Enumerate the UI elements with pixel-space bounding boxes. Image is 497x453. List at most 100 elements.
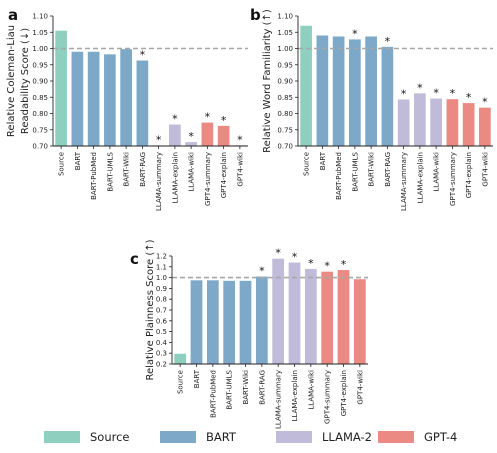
bar-c-GPT4-wiki — [353, 279, 366, 364]
y-tick-label-b: 0.70 — [277, 143, 293, 151]
bar-b-GPT4-explain — [462, 103, 475, 146]
bar-a-BART-PubMed — [87, 51, 100, 146]
legend: Source BART LLAMA-2 GPT-4 — [0, 424, 497, 450]
significance-star-c-LLAMA-wiki: * — [308, 257, 314, 270]
x-tick-label-a: LLAMA-explain — [171, 152, 179, 203]
bar-a-Source — [55, 30, 67, 146]
significance-star-b-GPT4-summary: * — [450, 87, 456, 100]
legend-item-Source: Source — [44, 428, 130, 446]
significance-star-b-LLAMA-summary: * — [401, 88, 407, 101]
bar-c-BART-PubMed — [206, 280, 219, 364]
panel-letter-b: b — [250, 6, 261, 24]
y-tick-label-b: 0.80 — [277, 110, 293, 118]
y-tick-label-a: 1.10 — [32, 13, 48, 21]
x-tick-label-c: LLAMA-summary — [275, 370, 283, 429]
y-tick-label-b: 0.95 — [277, 61, 293, 69]
panel-c-chart: c Relative Plainness Score (↑) 0.2 0.3 0.4 0.… — [130, 239, 368, 429]
bar-a-BART-RAG — [136, 60, 149, 146]
x-tick-label-b: BART — [319, 151, 327, 170]
y-tick-label-c: 0.4 — [156, 339, 168, 347]
y-tick-label-c: 0.7 — [156, 307, 167, 315]
bar-b-LLAMA-explain — [414, 93, 426, 146]
x-tick-label-c: BART-Wiki — [242, 370, 250, 405]
y-tick-label-c: 0.2 — [156, 361, 167, 369]
x-tick-label-a: BART-RAG — [139, 152, 147, 187]
legend-label: GPT-4 — [424, 430, 458, 444]
y-axis-label-a: Readability Score (↓) — [20, 28, 31, 134]
x-tick-label-c: Source — [177, 370, 185, 394]
x-tick-label-a: Source — [58, 152, 66, 176]
legend-item-BART: BART — [160, 428, 236, 446]
x-tick-label-b: BART-PubMed — [335, 152, 343, 200]
bar-a-LLAMA-wiki — [185, 142, 197, 146]
x-tick-label-c: BART-RAG — [258, 370, 266, 405]
y-tick-label-c: 0.8 — [156, 296, 167, 304]
bar-a-BART-UMLS — [104, 54, 116, 146]
y-axis-label-b: Relative Word Familiarity (↑) — [262, 9, 273, 153]
x-tick-label-a: GPT4-summary — [204, 152, 212, 206]
x-tick-label-b: LLAMA-wiki — [433, 152, 441, 192]
bar-c-LLAMA-explain — [288, 262, 301, 364]
bar-c-BART-RAG — [255, 276, 268, 364]
bar-c-BART — [190, 280, 203, 364]
bar-b-LLAMA-wiki — [430, 98, 442, 146]
x-tick-label-c: BART-UMLS — [226, 369, 234, 409]
y-axis-label-c: Relative Plainness Score (↑) — [145, 239, 156, 380]
significance-star-a-LLAMA-explain: * — [172, 113, 178, 126]
x-tick-label-a: LLAMA-wiki — [188, 152, 196, 192]
x-tick-label-a: LLAMA-summary — [155, 152, 163, 211]
bar-b-BART-PubMed — [332, 36, 345, 146]
y-axis-label-a: Relative Coleman-Liau — [6, 25, 17, 137]
y-tick-label-a: 1.05 — [32, 29, 48, 37]
legend-swatch — [276, 431, 312, 443]
y-tick-label-c: 0.3 — [156, 350, 167, 358]
legend-item-GPT-4: GPT-4 — [378, 428, 457, 446]
x-tick-label-b: LLAMA-explain — [416, 152, 424, 203]
panel-letter-a: a — [8, 6, 18, 24]
bar-b-Source — [300, 25, 312, 146]
x-tick-label-c: GPT4-explain — [340, 370, 348, 416]
significance-star-b-BART-RAG: * — [385, 35, 391, 48]
legend-label: LLAMA-2 — [322, 430, 372, 444]
bar-c-LLAMA-wiki — [304, 268, 317, 364]
significance-star-a-GPT4-explain: * — [221, 114, 227, 127]
bar-c-BART-Wiki — [239, 280, 252, 364]
significance-star-c-GPT4-summary: * — [324, 260, 330, 273]
x-tick-label-b: GPT4-wiki — [481, 152, 489, 187]
bar-a-LLAMA-explain — [169, 124, 181, 146]
y-tick-label-a: 0.90 — [32, 78, 48, 86]
y-tick-label-c: 0.5 — [156, 328, 167, 336]
significance-star-c-LLAMA-summary: * — [275, 247, 281, 260]
bar-a-BART-Wiki — [120, 49, 132, 146]
bar-a-GPT4-explain — [217, 125, 230, 146]
bar-b-LLAMA-summary — [397, 99, 410, 146]
significance-star-a-LLAMA-wiki: * — [188, 130, 194, 143]
significance-star-c-LLAMA-explain: * — [292, 250, 298, 263]
y-tick-label-a: 0.70 — [32, 143, 48, 151]
bar-b-BART — [316, 35, 329, 146]
significance-star-b-LLAMA-explain: * — [417, 81, 423, 94]
significance-star-a-LLAMA-summary: * — [156, 133, 162, 146]
y-tick-label-a: 0.95 — [32, 61, 48, 69]
x-tick-label-a: BART-PubMed — [90, 152, 98, 200]
x-tick-label-c: LLAMA-wiki — [307, 370, 315, 410]
legend-swatch — [378, 431, 414, 443]
x-tick-label-a: BART-UMLS — [106, 151, 114, 191]
y-tick-label-a: 0.85 — [32, 94, 48, 102]
x-tick-label-c: BART-PubMed — [209, 370, 217, 418]
bar-b-BART-Wiki — [365, 36, 377, 146]
x-tick-label-a: GPT4-explain — [220, 152, 228, 198]
legend-swatch — [44, 431, 80, 443]
y-tick-label-c: 1.1 — [156, 263, 167, 271]
y-tick-label-b: 0.75 — [277, 126, 293, 134]
legend-swatch — [160, 431, 196, 443]
x-tick-label-c: BART — [193, 369, 201, 388]
y-tick-label-c: 0.6 — [156, 317, 168, 325]
legend-label: BART — [206, 430, 236, 444]
x-tick-label-b: Source — [303, 152, 311, 176]
y-tick-label-b: 1.10 — [277, 13, 293, 21]
y-tick-label-c: 1.0 — [156, 274, 167, 282]
x-tick-label-a: BART — [74, 151, 82, 170]
bar-c-LLAMA-summary — [272, 258, 285, 364]
